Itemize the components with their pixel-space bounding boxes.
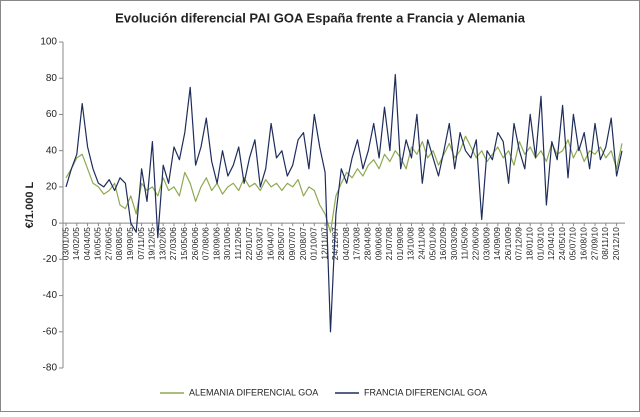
x-tick-label: 16/08/10 — [578, 227, 588, 260]
x-tick-label: 09/07/07 — [287, 227, 297, 260]
x-tick-label: 08/11/10 — [600, 227, 610, 260]
x-tick-label: 27/09/10 — [589, 227, 599, 260]
y-axis-label: €/1.000 L — [24, 181, 36, 228]
x-tick-label: 12/04/10 — [546, 227, 556, 260]
series-line — [65, 74, 623, 333]
x-tick-label: 07/08/06 — [201, 227, 211, 260]
x-tick-label: 12/11/07 — [319, 227, 329, 260]
x-tick-label: 01/09/08 — [395, 227, 405, 260]
y-tick-label: 100 — [40, 37, 57, 48]
x-tick-label: 28/04/08 — [363, 227, 373, 260]
x-tick-label: 05/03/07 — [255, 227, 265, 260]
x-tick-label: 26/06/06 — [190, 227, 200, 260]
x-tick-label: 07/12/09 — [514, 227, 524, 260]
x-tick-label: 21/07/08 — [384, 227, 394, 260]
x-tick-label: 14/02/05 — [71, 227, 81, 260]
x-tick-label: 08/08/05 — [114, 227, 124, 260]
x-tick-label: 16/04/07 — [265, 227, 275, 260]
x-tick-label: 22/06/09 — [471, 227, 481, 260]
x-tick-label: 11/05/09 — [460, 227, 470, 260]
series-line — [65, 135, 623, 233]
x-tick-label: 30/03/09 — [449, 227, 459, 260]
x-tick-label: 11/12/06 — [233, 227, 243, 260]
x-tick-label: 01/10/07 — [309, 227, 319, 260]
x-tick-label: 24/11/08 — [417, 227, 427, 260]
y-tick-label: -20 — [43, 254, 58, 265]
x-tick-label: 03/01/05 — [60, 227, 70, 260]
legend-label: FRANCIA DIFERENCIAL GOA — [364, 387, 487, 397]
y-tick-label: -40 — [43, 290, 58, 301]
x-tick-label: 24/12/07 — [330, 227, 340, 260]
x-tick-label: 15/05/06 — [179, 227, 189, 260]
x-tick-label: 14/09/09 — [492, 227, 502, 260]
x-tick-label: 24/05/10 — [557, 227, 567, 260]
y-tick-label: 20 — [46, 182, 58, 193]
x-tick-label: 16/05/05 — [93, 227, 103, 260]
x-tick-label: 19/09/05 — [125, 227, 135, 260]
y-tick-label: 0 — [51, 218, 57, 229]
x-tick-label: 16/02/09 — [438, 227, 448, 260]
x-tick-label: 03/08/09 — [481, 227, 491, 260]
x-tick-label: 09/06/08 — [373, 227, 383, 260]
x-tick-label: 27/06/05 — [103, 227, 113, 260]
x-tick-label: 28/05/07 — [276, 227, 286, 260]
legend-label: ALEMANIA DIFERENCIAL GOA — [189, 387, 318, 397]
x-tick-label: 13/02/06 — [157, 227, 167, 260]
chart-title: Evolución diferencial PAI GOA España fre… — [115, 10, 526, 25]
x-tick-label: 05/01/09 — [427, 227, 437, 260]
x-tick-label: 19/12/05 — [147, 227, 157, 260]
y-tick-label: 60 — [46, 109, 58, 120]
y-tick-label: -80 — [43, 363, 58, 374]
x-tick-label: 22/01/07 — [244, 227, 254, 260]
x-tick-label: 07/11/05 — [136, 227, 146, 260]
x-tick-label: 18/09/06 — [211, 227, 221, 260]
x-tick-label: 05/07/10 — [568, 227, 578, 260]
x-tick-label: 20/12/10 — [611, 227, 621, 260]
x-tick-label: 20/08/07 — [298, 227, 308, 260]
x-tick-label: 01/03/10 — [535, 227, 545, 260]
y-tick-label: -60 — [43, 326, 58, 337]
y-tick-label: 40 — [46, 145, 58, 156]
x-tick-label: 18/01/10 — [524, 227, 534, 260]
x-tick-label: 27/03/06 — [168, 227, 178, 260]
x-tick-label: 17/03/08 — [352, 227, 362, 260]
x-tick-label: 13/10/08 — [406, 227, 416, 260]
x-tick-label: 26/10/09 — [503, 227, 513, 260]
x-tick-label: 30/10/06 — [222, 227, 232, 260]
x-tick-label: 04/04/05 — [82, 227, 92, 260]
x-tick-label: 04/02/08 — [341, 227, 351, 260]
y-tick-label: 80 — [46, 73, 58, 84]
